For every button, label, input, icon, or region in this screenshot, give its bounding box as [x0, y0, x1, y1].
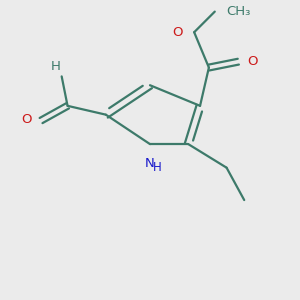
Text: O: O: [22, 112, 32, 126]
Text: N: N: [145, 157, 155, 170]
Text: H: H: [153, 161, 162, 174]
Text: CH₃: CH₃: [226, 5, 251, 18]
Text: O: O: [172, 26, 182, 39]
Text: H: H: [51, 60, 61, 74]
Text: O: O: [247, 55, 258, 68]
